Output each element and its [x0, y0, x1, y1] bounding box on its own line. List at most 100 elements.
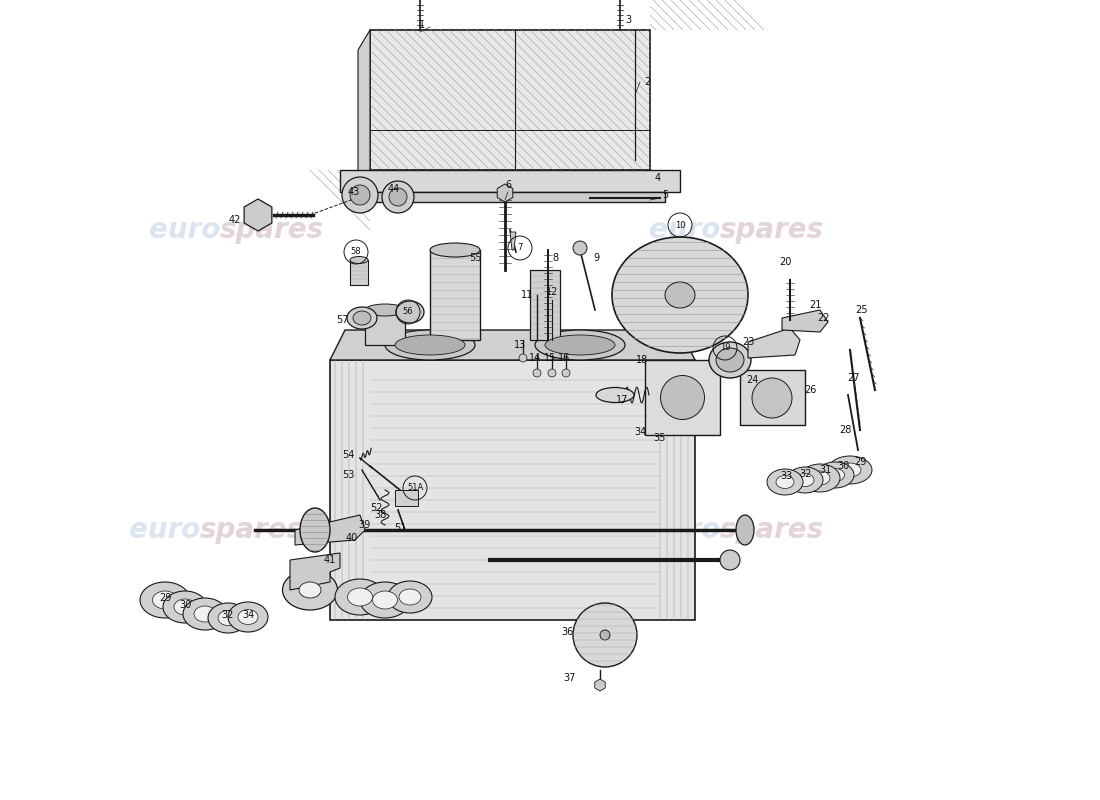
- Circle shape: [660, 375, 704, 419]
- Ellipse shape: [544, 335, 615, 355]
- Ellipse shape: [346, 307, 377, 329]
- Text: spares: spares: [220, 216, 324, 244]
- Polygon shape: [358, 30, 370, 185]
- Circle shape: [573, 241, 587, 255]
- Text: 1: 1: [419, 20, 425, 30]
- Text: 4: 4: [654, 173, 661, 183]
- Ellipse shape: [800, 464, 840, 492]
- Circle shape: [519, 354, 527, 362]
- Ellipse shape: [218, 610, 238, 626]
- Text: 17: 17: [616, 395, 628, 405]
- Circle shape: [350, 185, 370, 205]
- Ellipse shape: [336, 579, 385, 615]
- Text: 8: 8: [552, 253, 558, 263]
- Ellipse shape: [796, 474, 814, 486]
- Ellipse shape: [399, 589, 421, 605]
- Text: 57: 57: [336, 315, 349, 325]
- Ellipse shape: [385, 330, 475, 360]
- Ellipse shape: [353, 311, 371, 325]
- Text: 51: 51: [394, 523, 406, 533]
- Polygon shape: [430, 250, 480, 340]
- Ellipse shape: [825, 469, 845, 482]
- Circle shape: [752, 378, 792, 418]
- Polygon shape: [295, 515, 365, 545]
- Text: spares: spares: [200, 516, 304, 544]
- Ellipse shape: [666, 282, 695, 308]
- Text: euro: euro: [148, 216, 220, 244]
- Text: 35: 35: [653, 433, 667, 443]
- Polygon shape: [244, 199, 272, 231]
- Text: 53: 53: [342, 470, 354, 480]
- Text: euro: euro: [649, 216, 720, 244]
- Text: 9: 9: [593, 253, 600, 263]
- Ellipse shape: [238, 610, 258, 625]
- Text: 30: 30: [837, 461, 849, 471]
- Ellipse shape: [535, 330, 625, 360]
- Text: 38: 38: [374, 510, 386, 520]
- Polygon shape: [782, 310, 828, 332]
- Text: 32: 32: [222, 610, 234, 620]
- Ellipse shape: [228, 602, 268, 632]
- Ellipse shape: [283, 570, 338, 610]
- Polygon shape: [330, 330, 695, 360]
- Text: 34: 34: [634, 427, 646, 437]
- Text: 37: 37: [564, 673, 576, 683]
- Text: 22: 22: [816, 313, 829, 323]
- Polygon shape: [355, 192, 666, 202]
- Text: 33: 33: [780, 471, 792, 481]
- Ellipse shape: [612, 237, 748, 353]
- Polygon shape: [530, 270, 560, 340]
- Polygon shape: [740, 370, 805, 425]
- Text: 31: 31: [818, 465, 832, 475]
- Ellipse shape: [596, 387, 634, 402]
- Ellipse shape: [736, 515, 754, 545]
- Ellipse shape: [776, 475, 794, 489]
- Ellipse shape: [208, 603, 248, 633]
- Text: 24: 24: [746, 375, 758, 385]
- Text: 15: 15: [543, 353, 557, 363]
- Text: spares: spares: [720, 516, 824, 544]
- Ellipse shape: [388, 581, 432, 613]
- Ellipse shape: [365, 304, 405, 316]
- Circle shape: [534, 369, 541, 377]
- Polygon shape: [365, 310, 405, 345]
- Ellipse shape: [786, 467, 823, 493]
- Ellipse shape: [140, 582, 190, 618]
- Ellipse shape: [710, 342, 751, 378]
- Circle shape: [720, 550, 740, 570]
- Text: 14: 14: [529, 353, 541, 363]
- Text: 34: 34: [242, 610, 254, 620]
- Ellipse shape: [348, 588, 373, 606]
- Text: 23: 23: [741, 337, 755, 347]
- Text: 16: 16: [558, 353, 570, 363]
- Text: 12: 12: [546, 287, 558, 297]
- Ellipse shape: [816, 462, 854, 488]
- Polygon shape: [595, 679, 605, 691]
- Circle shape: [548, 369, 556, 377]
- Text: 55: 55: [469, 253, 482, 263]
- Text: 28: 28: [839, 425, 851, 435]
- Polygon shape: [497, 184, 513, 202]
- Text: spares: spares: [720, 216, 824, 244]
- Polygon shape: [510, 232, 516, 250]
- Polygon shape: [395, 490, 418, 506]
- Ellipse shape: [174, 599, 196, 615]
- Text: 5: 5: [662, 190, 668, 200]
- Ellipse shape: [396, 301, 424, 323]
- Text: 40: 40: [345, 533, 359, 543]
- Text: 3: 3: [625, 15, 631, 25]
- Text: 25: 25: [856, 305, 868, 315]
- Text: 39: 39: [358, 520, 370, 530]
- Ellipse shape: [194, 606, 216, 622]
- Polygon shape: [340, 170, 680, 192]
- Text: 42: 42: [229, 215, 241, 225]
- Text: 19: 19: [719, 343, 730, 353]
- Ellipse shape: [767, 469, 803, 495]
- Text: 32: 32: [799, 469, 811, 479]
- Ellipse shape: [395, 335, 465, 355]
- Circle shape: [389, 188, 407, 206]
- Text: 54: 54: [342, 450, 354, 460]
- Ellipse shape: [828, 456, 872, 484]
- Circle shape: [382, 181, 414, 213]
- Text: 44: 44: [388, 184, 400, 194]
